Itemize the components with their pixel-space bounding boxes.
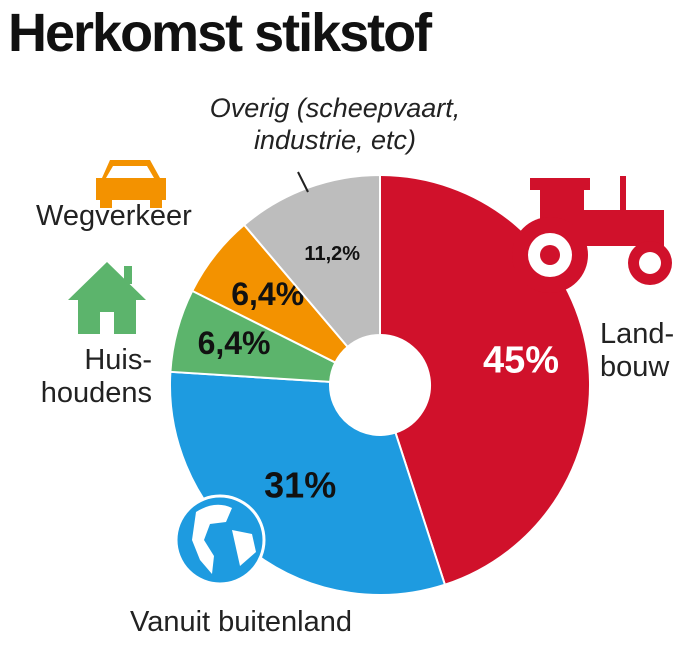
category-label: Land- bouw bbox=[600, 318, 675, 383]
value-label: 6,4% bbox=[198, 325, 271, 361]
car-window bbox=[106, 166, 154, 178]
category-label: Huis- houdens bbox=[40, 344, 152, 409]
chart-title: Herkomst stikstof bbox=[8, 3, 432, 63]
category-label: Vanuit buitenland bbox=[130, 606, 352, 638]
category-label: Wegverkeer bbox=[36, 200, 192, 232]
tractor-hub bbox=[540, 245, 560, 265]
tractor-wheel bbox=[639, 252, 661, 274]
tractor-icon bbox=[512, 176, 672, 293]
house-icon bbox=[68, 262, 146, 334]
globe-land bbox=[192, 504, 256, 574]
value-label: 11,2% bbox=[304, 243, 360, 265]
slice bbox=[242, 173, 381, 349]
value-label: 31% bbox=[264, 464, 336, 505]
globe-outline bbox=[174, 494, 266, 586]
category-label: Overig (scheepvaart, industrie, etc) bbox=[209, 93, 461, 155]
house-door bbox=[100, 312, 114, 334]
leader-line bbox=[297, 171, 309, 193]
value-label: 45% bbox=[483, 340, 559, 382]
